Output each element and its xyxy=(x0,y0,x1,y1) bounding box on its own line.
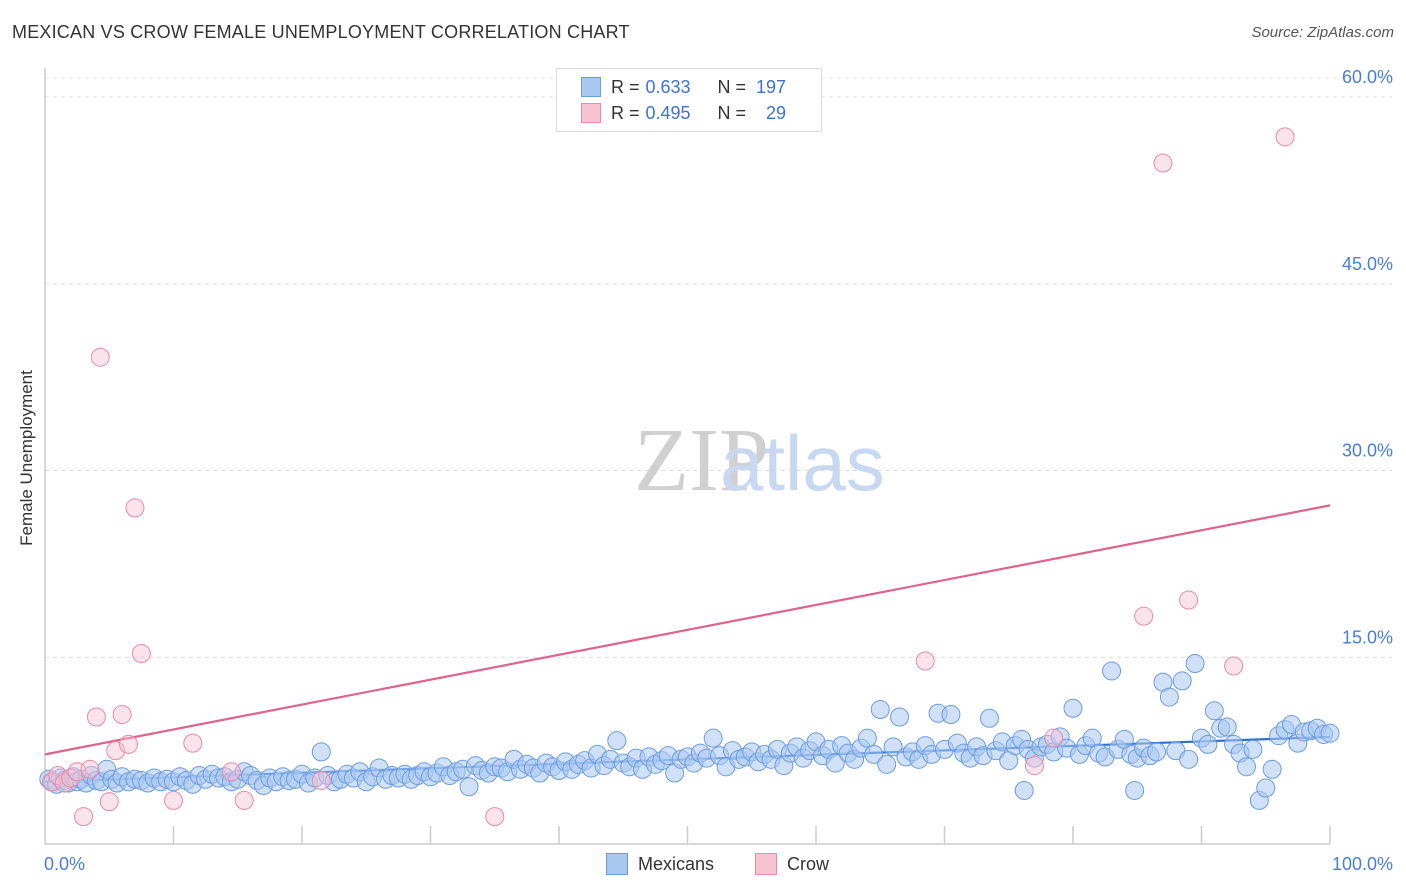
data-point-mexicans xyxy=(1063,698,1083,718)
data-point-crow xyxy=(915,651,935,671)
legend-swatch-mexicans xyxy=(581,77,601,97)
data-point-crow xyxy=(183,733,203,753)
data-point-mexicans xyxy=(1256,778,1276,798)
y-tick-label: 15.0% xyxy=(1342,627,1393,647)
data-point-crow xyxy=(311,771,331,791)
x-tick-label: 100.0% xyxy=(1332,854,1393,874)
data-point-crow xyxy=(80,759,100,779)
data-point-mexicans xyxy=(890,707,910,727)
y-tick-label: 45.0% xyxy=(1342,254,1393,274)
data-point-crow xyxy=(125,498,145,518)
data-point-crow xyxy=(1275,127,1295,147)
legend-n-label: N = xyxy=(717,76,747,97)
data-point-mexicans xyxy=(1204,701,1224,721)
points xyxy=(39,127,1340,827)
data-point-mexicans xyxy=(311,742,331,762)
x-tick-label: 0.0% xyxy=(44,854,85,874)
data-point-crow xyxy=(1134,606,1154,626)
data-point-mexicans xyxy=(877,754,897,774)
data-point-mexicans xyxy=(864,744,884,764)
correlation-legend: R = 0.633 N = 197 R = 0.495 N = 29 xyxy=(556,68,822,132)
watermark-zip: ZIP xyxy=(634,411,769,510)
data-point-mexicans xyxy=(1125,780,1145,800)
trend-line-crow xyxy=(44,504,1331,756)
data-point-crow xyxy=(221,762,241,782)
data-point-mexicans xyxy=(1217,717,1237,737)
data-point-mexicans xyxy=(1172,671,1192,691)
data-point-crow xyxy=(1179,590,1199,610)
legend-r-value: 0.633 xyxy=(645,76,691,97)
data-point-mexicans xyxy=(1198,734,1218,754)
series-crow xyxy=(41,127,1295,827)
data-point-mexicans xyxy=(703,728,723,748)
data-point-mexicans xyxy=(1102,661,1122,681)
chart-title: MEXICAN VS CROW FEMALE UNEMPLOYMENT CORR… xyxy=(12,22,630,42)
legend-r-label: R = xyxy=(611,102,640,123)
data-point-mexicans xyxy=(825,753,845,773)
bottom-legend-mexicans: Mexicans xyxy=(606,852,714,876)
data-point-crow xyxy=(1153,153,1173,173)
data-point-mexicans xyxy=(1243,739,1263,759)
data-point-crow xyxy=(234,790,254,810)
bottom-legend-label-crow: Crow xyxy=(787,853,830,874)
bottom-legend-label-mexicans: Mexicans xyxy=(638,853,715,874)
legend-row-mexicans: R = 0.633 N = 197 xyxy=(581,75,786,99)
series-mexicans xyxy=(39,653,1340,810)
data-point-mexicans xyxy=(1147,742,1167,762)
data-point-mexicans xyxy=(870,700,890,720)
data-point-mexicans xyxy=(1236,757,1256,777)
data-point-mexicans xyxy=(1320,723,1340,743)
legend-swatch-crow xyxy=(581,103,601,123)
grid xyxy=(45,77,1392,658)
trend-lines xyxy=(44,504,1331,783)
legend-r-label: R = xyxy=(611,76,640,97)
legend-r-value: 0.495 xyxy=(645,102,691,123)
data-point-mexicans xyxy=(607,731,627,751)
chart-source: Source: ZipAtlas.com xyxy=(1251,24,1394,41)
tick-labels: 15.0% 30.0% 45.0% 60.0% 0.0% 100.0% xyxy=(44,67,1393,874)
watermark-atlas: atlas xyxy=(720,419,885,507)
data-point-crow xyxy=(99,792,119,812)
bottom-legend-crow: Crow xyxy=(755,852,829,876)
data-point-crow xyxy=(74,807,94,827)
data-point-crow xyxy=(86,707,106,727)
data-point-mexicans xyxy=(979,708,999,728)
data-point-crow xyxy=(131,644,151,664)
data-point-crow xyxy=(164,790,183,810)
data-point-mexicans xyxy=(1262,759,1282,779)
y-tick-label: 30.0% xyxy=(1342,441,1393,461)
axes xyxy=(44,68,1331,845)
data-point-mexicans xyxy=(1014,780,1034,800)
data-point-mexicans xyxy=(459,777,479,797)
data-point-mexicans xyxy=(1185,653,1205,673)
data-point-crow xyxy=(1044,728,1064,748)
legend-row-crow: R = 0.495 N = 29 xyxy=(581,101,786,125)
watermark: ZIP atlas xyxy=(634,411,885,510)
data-point-crow xyxy=(119,734,139,754)
data-point-crow xyxy=(112,705,132,725)
data-point-crow xyxy=(1224,656,1244,676)
y-tick-label: 60.0% xyxy=(1342,67,1393,87)
legend-n-value: 29 xyxy=(766,102,787,123)
data-point-crow xyxy=(1024,756,1044,776)
data-point-crow xyxy=(54,773,74,793)
data-point-mexicans xyxy=(941,705,961,725)
bottom-legend-swatch-crow xyxy=(755,853,777,875)
legend-n-value: 197 xyxy=(756,76,787,97)
data-point-crow xyxy=(485,807,505,827)
data-point-mexicans xyxy=(857,728,877,748)
legend-n-label: N = xyxy=(717,102,747,123)
data-point-mexicans xyxy=(1179,749,1199,769)
data-point-crow xyxy=(90,347,110,367)
bottom-legend-swatch-mexicans xyxy=(606,853,628,875)
data-point-mexicans xyxy=(883,737,903,757)
data-point-mexicans xyxy=(1159,687,1179,707)
